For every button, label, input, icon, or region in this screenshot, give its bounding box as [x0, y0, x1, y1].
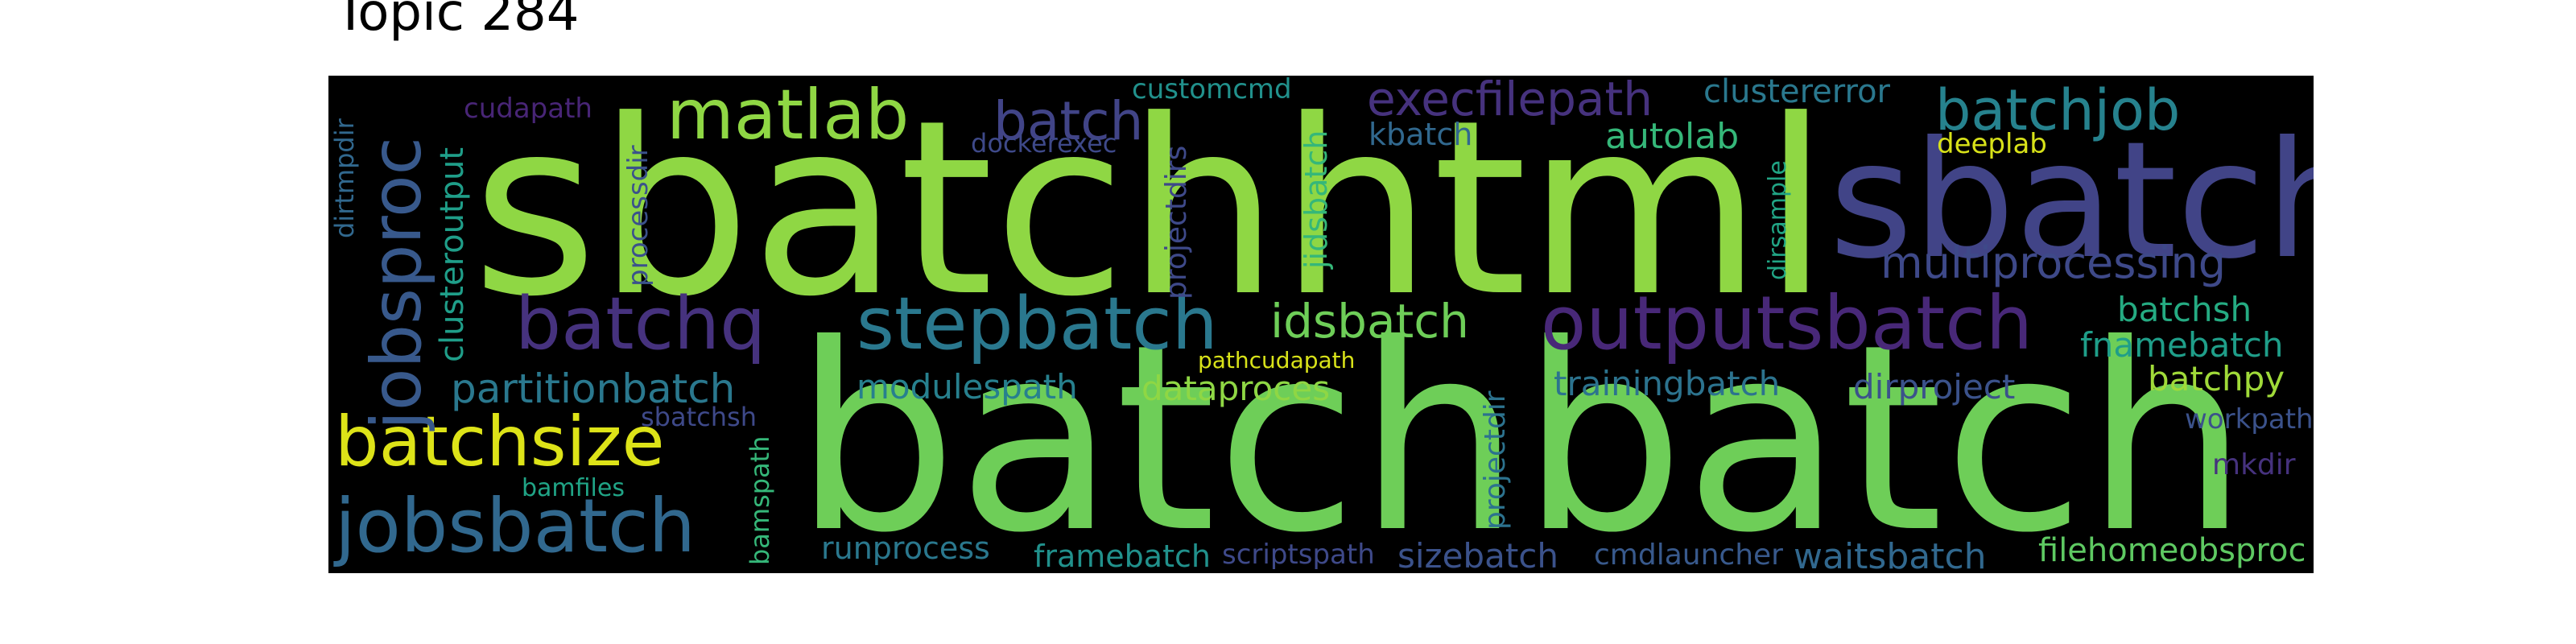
word-modulespath: modulespath [857, 367, 1078, 407]
word-mkdir: mkdir [2212, 448, 2296, 481]
word-dirsample: dirsample [1764, 160, 1792, 280]
word-scriptspath: scriptspath [1222, 539, 1375, 571]
word-batchsize: batchsize [335, 402, 665, 482]
word-runprocess: runprocess [821, 530, 990, 566]
word-autolab: autolab [1605, 116, 1740, 157]
word-jobsbatch: jobsbatch [335, 483, 696, 569]
word-batch: batch [993, 90, 1144, 152]
word-kbatch: kbatch [1368, 117, 1473, 152]
word-dirproject: dirproject [1853, 367, 2016, 407]
word-bamspath: bamspath [745, 436, 775, 565]
word-stepbatch: stepbatch [857, 282, 1218, 366]
word-batchpy: batchpy [2148, 359, 2285, 398]
word-cudapath: cudapath [464, 93, 592, 125]
word-batchsh: batchsh [2117, 290, 2252, 329]
word-partitionbatch: partitionbatch [451, 365, 736, 412]
word-batchbatch: batchbatch [794, 290, 2248, 573]
word-waitsbatch: waitsbatch [1794, 536, 1987, 574]
word-dataproces: dataproces [1141, 369, 1331, 408]
word-cmdlauncher: cmdlauncher [1594, 539, 1783, 572]
word-execfilepath: execfilepath [1367, 76, 1653, 126]
word-sbatchhtml: sbatchhtml [472, 76, 1830, 349]
word-fnamebatch: fnamebatch [2080, 325, 2284, 365]
word-projectdirs: projectdirs [1160, 145, 1193, 299]
word-jidsbatch: jidsbatch [1298, 130, 1334, 269]
chart-title: Topic 284 [335, 0, 580, 43]
word-framebatch: framebatch [1034, 539, 1211, 573]
word-dirtmpdir: dirtmpdir [329, 118, 360, 238]
word-clusteroutput: clusteroutput [434, 147, 471, 362]
word-processdir: processdir [622, 145, 654, 287]
word-multiprocessing: multiprocessing [1880, 237, 2227, 288]
word-cloud-canvas: sbatchhtml batchbatch sbatch matlab batc… [328, 76, 2314, 573]
word-idsbatch: idsbatch [1270, 294, 1469, 349]
word-clustererror: clustererror [1703, 76, 1890, 110]
word-customcmd: customcmd [1132, 76, 1292, 105]
word-trainingbatch: trainingbatch [1554, 364, 1781, 403]
word-workpath: workpath [2185, 403, 2314, 436]
word-jobsproc: jobsproc [357, 137, 437, 430]
word-deeplab: deeplab [1937, 128, 2047, 160]
word-outputsbatch: outputsbatch [1541, 280, 2033, 366]
word-filehomeobsproc: filehomeobsproc [2038, 532, 2306, 569]
word-batchq: batchq [515, 282, 766, 366]
word-projectdir: projectdir [1479, 390, 1512, 530]
word-batchjob: batchjob [1935, 77, 2181, 143]
word-sizebatch: sizebatch [1397, 536, 1559, 573]
word-sbatchsh: sbatchsh [641, 402, 757, 432]
word-bamfiles: bamfiles [522, 474, 625, 502]
word-dockerexec: dockerexec [971, 128, 1117, 159]
word-sbatch: sbatch [1829, 107, 2314, 295]
word-matlab: matlab [667, 76, 910, 155]
word-pathcudapath: pathcudapath [1198, 347, 1356, 374]
